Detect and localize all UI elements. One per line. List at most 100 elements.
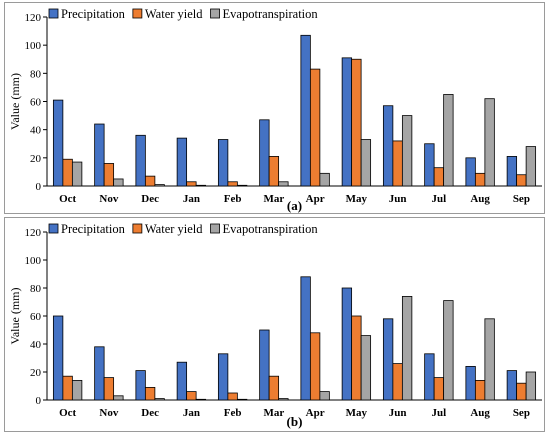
x-tick-label: Aug <box>470 193 490 205</box>
bar-water-yield-oct <box>62 158 73 187</box>
y-tick-label: 100 <box>25 255 42 267</box>
bar-precipitation-dec <box>135 134 146 187</box>
y-tick-label: 40 <box>30 339 42 351</box>
bar-evapotranspiration-feb <box>236 398 248 401</box>
bar-precipitation-jun <box>382 105 394 187</box>
y-tick-label: 60 <box>30 97 42 109</box>
legend-swatch-evapotranspiration <box>210 8 220 19</box>
chart-panel-a: 0 20 40 60 80 100 120 Value (mm) Oct Nov Dec Jan Feb… <box>4 2 545 214</box>
bar-evapotranspiration-jul <box>443 300 454 401</box>
x-tick-label: Aug <box>470 407 490 419</box>
bar-precipitation-jan <box>176 361 188 401</box>
legend-entry-water-yield: Water yield <box>145 222 203 236</box>
bar-evapotranspiration-oct <box>71 379 83 401</box>
x-tick-label: Jan <box>183 407 200 419</box>
bar-evapotranspiration-feb <box>236 184 248 187</box>
bar-precipitation-aug <box>465 157 476 187</box>
x-tick-label: Nov <box>99 193 118 205</box>
x-tick-label: Feb <box>224 193 242 205</box>
bar-precipitation-may <box>341 287 353 401</box>
bar-water-yield-jun <box>392 363 403 401</box>
bar-precipitation-feb <box>217 353 229 401</box>
chart-b-svg: 0 20 40 60 80 100 120 Value (mm) Oct Nov Dec Jan Feb… <box>8 222 542 429</box>
x-tick-label: Oct <box>59 193 76 205</box>
x-tick-label: Jun <box>389 407 407 419</box>
bar-precipitation-dec <box>135 370 146 401</box>
y-tick-label: 120 <box>25 12 42 24</box>
bar-precipitation-mar <box>259 329 270 401</box>
y-axis-label: Value (mm) <box>8 73 22 130</box>
x-tick-label: Feb <box>224 407 242 419</box>
bar-water-yield-aug <box>474 172 486 187</box>
bar-evapotranspiration-oct <box>71 161 83 187</box>
x-tick-label: Mar <box>263 407 284 419</box>
legend-swatch-water-yield <box>132 223 143 234</box>
bar-water-yield-apr <box>309 68 321 187</box>
x-tick-label: Apr <box>306 193 325 205</box>
y-tick-label: 40 <box>30 125 42 137</box>
x-tick-label: Jun <box>389 193 407 205</box>
bar-precipitation-jun <box>382 318 394 401</box>
bar-precipitation-feb <box>217 139 229 187</box>
bar-evapotranspiration-may <box>360 335 372 401</box>
bar-precipitation-aug <box>465 365 476 401</box>
bar-water-yield-mar <box>268 375 280 401</box>
legend-entry-evapotranspiration: Evapotranspiration <box>223 222 319 236</box>
legend-swatch-water-yield <box>132 8 143 19</box>
bar-water-yield-dec <box>144 175 156 187</box>
x-tick-label: May <box>346 193 368 205</box>
bar-water-yield-apr <box>309 332 321 401</box>
bar-precipitation-jul <box>424 353 435 401</box>
bar-evapotranspiration-jul <box>443 94 454 187</box>
chart-a-svg: 0 20 40 60 80 100 120 Value (mm) Oct Nov Dec Jan Feb… <box>8 7 542 213</box>
bar-water-yield-may <box>351 315 362 401</box>
x-tick-label: Mar <box>263 193 284 205</box>
y-tick-label: 20 <box>30 153 42 165</box>
bar-water-yield-sep <box>516 174 527 187</box>
x-tick-label: Jul <box>432 193 447 205</box>
bar-precipitation-oct <box>52 99 64 187</box>
bar-water-yield-nov <box>103 163 115 187</box>
bar-precipitation-nov <box>94 123 105 187</box>
panel-label: (b) <box>287 414 303 429</box>
x-tick-label: Dec <box>141 193 159 205</box>
y-tick-label: 100 <box>25 40 42 52</box>
bar-evapotranspiration-jan <box>195 398 207 401</box>
bar-water-yield-jan <box>186 181 197 187</box>
chart-panel-b: 0 20 40 60 80 100 120 Value (mm) Oct Nov Dec Jan Feb… <box>4 217 545 432</box>
legend-entry-evapotranspiration: Evapotranspiration <box>223 7 319 21</box>
y-tick-label: 120 <box>25 227 42 239</box>
bar-precipitation-apr <box>300 276 311 401</box>
x-tick-label: May <box>346 407 368 419</box>
bar-evapotranspiration-mar <box>278 181 289 187</box>
x-tick-label: Oct <box>59 407 76 419</box>
bar-water-yield-feb <box>227 392 238 401</box>
bar-water-yield-jun <box>392 140 403 187</box>
bar-evapotranspiration-sep <box>525 146 537 187</box>
x-tick-label: Jul <box>432 407 447 419</box>
y-tick-label: 80 <box>30 68 42 80</box>
bar-evapotranspiration-sep <box>525 371 537 401</box>
y-tick-label: 0 <box>36 395 42 407</box>
bar-water-yield-nov <box>103 377 115 401</box>
bar-water-yield-jan <box>186 391 197 401</box>
legend-entry-precipitation: Precipitation <box>61 7 126 21</box>
bar-evapotranspiration-jun <box>401 115 413 187</box>
bar-precipitation-jan <box>176 137 188 187</box>
legend-swatch-precipitation <box>48 223 59 234</box>
bar-precipitation-sep <box>506 156 518 187</box>
bar-water-yield-jul <box>433 377 445 401</box>
legend-swatch-precipitation <box>48 8 59 19</box>
x-tick-label: Nov <box>99 407 118 419</box>
legend-entry-precipitation: Precipitation <box>61 222 126 236</box>
bar-precipitation-may <box>341 57 353 187</box>
bar-water-yield-may <box>351 58 362 187</box>
bar-evapotranspiration-dec <box>154 398 165 401</box>
bar-precipitation-jul <box>424 143 435 187</box>
bar-evapotranspiration-nov <box>113 395 124 401</box>
bar-evapotranspiration-mar <box>278 398 289 401</box>
y-tick-label: 20 <box>30 367 42 379</box>
bar-evapotranspiration-jun <box>401 296 413 401</box>
bar-water-yield-dec <box>144 386 156 401</box>
